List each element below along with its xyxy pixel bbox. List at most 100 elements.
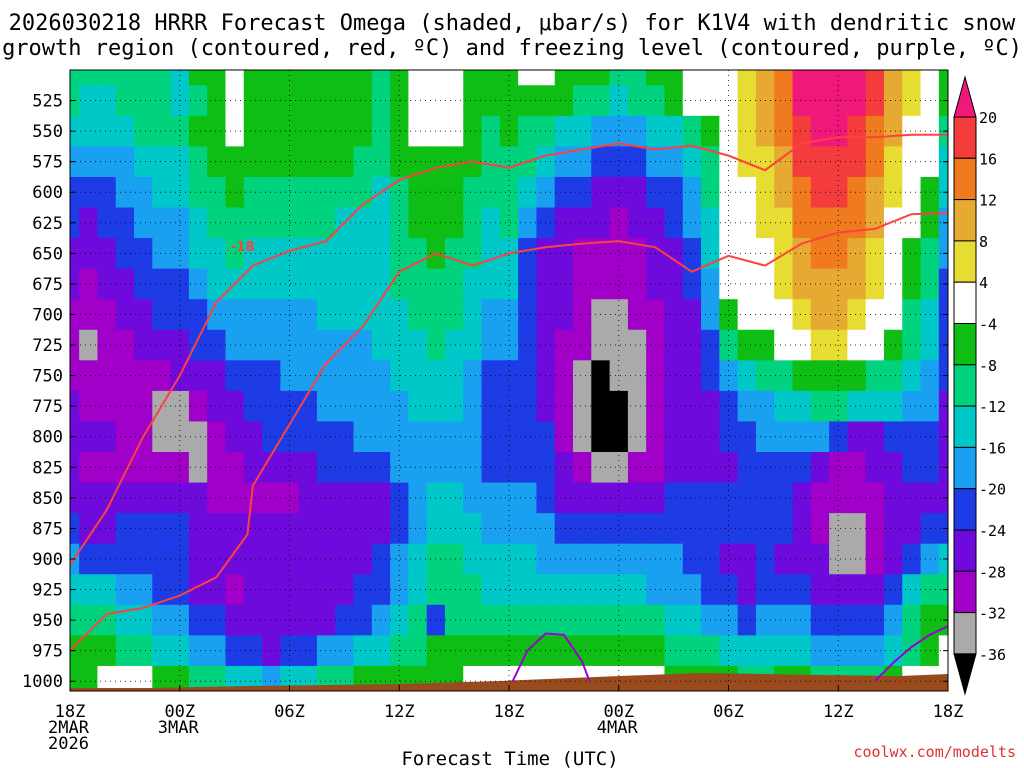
omega-cell (792, 635, 812, 667)
omega-cell (774, 452, 794, 484)
omega-cell (444, 329, 464, 361)
omega-cell (627, 635, 647, 667)
omega-cell (316, 70, 336, 86)
omega-cell (152, 299, 172, 331)
omega-cell (207, 238, 227, 270)
omega-cell (371, 115, 391, 147)
y-axis-pressure: 525 550 575 600 625 650 675 700 725 750 775 800 825 8… (22, 92, 948, 692)
omega-cell (444, 176, 464, 209)
credit-link[interactable]: coolwx.com/modelts (853, 743, 1016, 761)
omega-cell (444, 146, 464, 178)
omega-cell (243, 207, 263, 239)
omega-cell (554, 85, 574, 117)
omega-cell (664, 390, 684, 423)
omega-cell (390, 115, 409, 147)
omega-cell (682, 421, 702, 453)
omega-cell (829, 238, 848, 270)
omega-cell (829, 482, 848, 514)
omega-cell (518, 115, 538, 147)
dgz-bottom-contour (70, 212, 948, 652)
omega-cell (207, 604, 227, 636)
omega-cell (499, 390, 519, 423)
y-tick-label: 700 (32, 306, 63, 326)
omega-cell (298, 115, 318, 147)
omega-cell (627, 70, 647, 86)
omega-cell (682, 452, 702, 484)
omega-cell (207, 268, 227, 300)
omega-cell (902, 452, 922, 484)
omega-cell (134, 574, 153, 606)
omega-cell (280, 268, 300, 300)
omega-cell (280, 543, 300, 575)
omega-cell (408, 207, 428, 239)
omega-cell (298, 146, 318, 178)
omega-cell (408, 238, 428, 270)
omega-cell (426, 482, 446, 514)
y-tick-label: 950 (32, 611, 63, 631)
omega-cell (444, 115, 464, 147)
omega-cell (682, 482, 702, 514)
omega-cell (316, 85, 336, 117)
omega-cell (682, 85, 702, 117)
omega-cell (627, 207, 647, 239)
omega-cell (627, 574, 647, 606)
omega-cell (207, 665, 227, 691)
omega-cell (701, 70, 720, 86)
omega-cell (664, 268, 684, 300)
omega-cell (426, 299, 446, 331)
omega-cell (97, 299, 117, 331)
omega-cell (408, 390, 428, 423)
omega-cell (152, 604, 172, 636)
omega-cell (426, 513, 446, 545)
omega-cell (371, 85, 391, 117)
omega-cell (664, 604, 684, 636)
omega-cell (335, 482, 355, 514)
omega-cell (262, 360, 281, 392)
omega-cell (481, 513, 501, 545)
omega-cell (298, 299, 318, 331)
x-tick-label: 00Z (164, 702, 195, 722)
omega-cell (481, 85, 501, 117)
omega-cell (298, 665, 318, 691)
omega-cell (792, 421, 812, 453)
omega-cell (883, 543, 903, 575)
omega-cell (609, 574, 629, 606)
omega-cell (609, 146, 629, 178)
omega-cell (316, 421, 336, 453)
omega-cell (134, 299, 153, 331)
omega-cell (646, 70, 666, 86)
omega-cell (262, 176, 281, 209)
omega-cell (774, 604, 794, 636)
omega-cell (262, 513, 281, 545)
omega-cell (481, 635, 501, 667)
omega-cell (627, 268, 647, 300)
omega-cell (829, 513, 848, 545)
omega-cell (664, 238, 684, 270)
omega-cell (225, 115, 245, 147)
omega-cell (554, 115, 574, 147)
omega-cell (97, 85, 117, 117)
omega-cell (353, 299, 373, 331)
omega-cell (134, 70, 153, 86)
omega-cell (627, 421, 647, 453)
omega-cell (737, 604, 757, 636)
omega-cell (408, 70, 428, 86)
omega-cell (97, 176, 117, 209)
omega-cell (335, 115, 355, 147)
omega-cell (390, 513, 409, 545)
omega-cell (408, 482, 428, 514)
omega-cell (134, 146, 153, 178)
omega-cell (719, 452, 739, 484)
omega-cell (737, 268, 757, 300)
omega-cell (316, 513, 336, 545)
colorbar-label: -12 (979, 398, 1006, 416)
omega-cell (353, 207, 373, 239)
omega-cell (225, 543, 245, 575)
omega-cell (371, 146, 391, 178)
omega-cell (774, 70, 794, 86)
omega-cell (883, 452, 903, 484)
omega-cell (664, 635, 684, 667)
colorbar-label: 12 (979, 192, 997, 210)
omega-cell (280, 207, 300, 239)
omega-cell (243, 146, 263, 178)
